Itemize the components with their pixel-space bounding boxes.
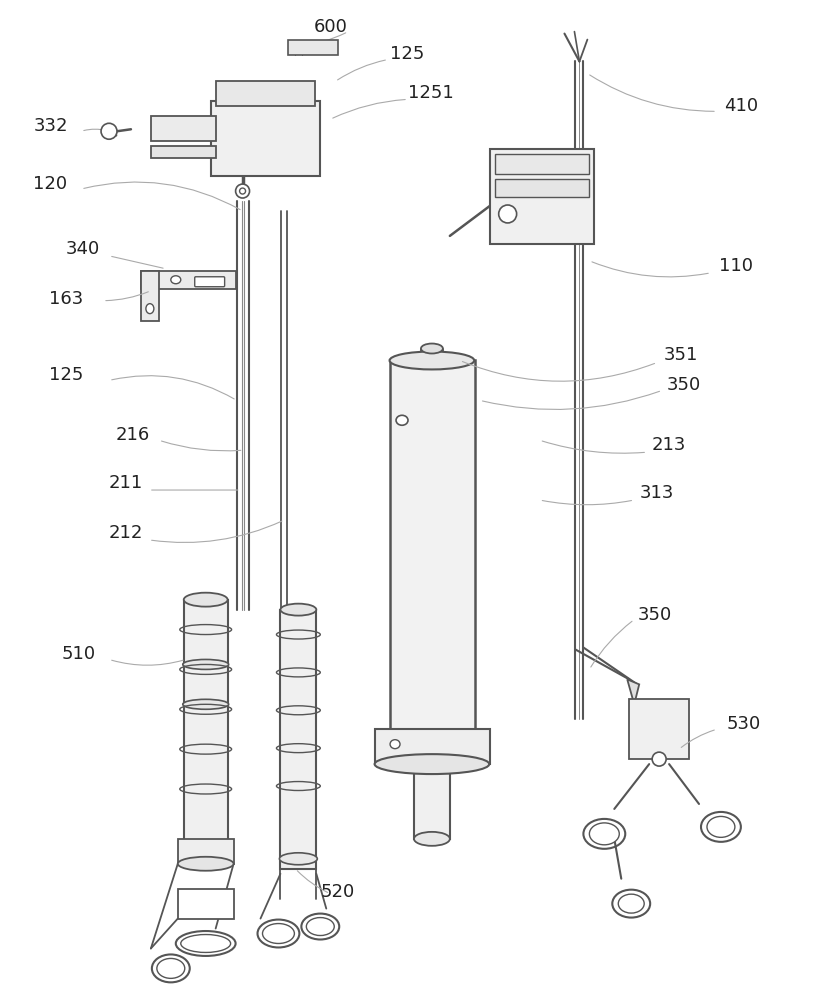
Bar [216, 81, 315, 106]
Text: 600: 600 [314, 18, 347, 36]
FancyBboxPatch shape [194, 277, 225, 287]
Ellipse shape [390, 352, 475, 369]
Ellipse shape [157, 958, 185, 978]
Text: 125: 125 [390, 45, 425, 63]
Ellipse shape [414, 832, 450, 846]
Circle shape [498, 205, 516, 223]
Bar [211, 101, 320, 176]
Bar [375, 729, 489, 764]
Polygon shape [627, 679, 639, 704]
Ellipse shape [390, 740, 400, 749]
Ellipse shape [184, 593, 228, 607]
Bar [280, 610, 316, 869]
Ellipse shape [183, 659, 229, 669]
Bar [288, 40, 338, 55]
Ellipse shape [306, 918, 334, 936]
Bar [151, 146, 216, 158]
Text: 120: 120 [33, 175, 68, 193]
Bar [184, 600, 228, 859]
Ellipse shape [618, 894, 644, 913]
Text: 520: 520 [320, 883, 355, 901]
Text: 216: 216 [116, 426, 150, 444]
Circle shape [101, 123, 117, 139]
Text: 163: 163 [49, 290, 83, 308]
Bar [178, 839, 234, 864]
Ellipse shape [183, 699, 229, 709]
Ellipse shape [178, 857, 234, 871]
Ellipse shape [171, 276, 181, 284]
Text: 110: 110 [719, 257, 753, 275]
Bar [141, 271, 235, 289]
Text: 1251: 1251 [408, 84, 453, 102]
Ellipse shape [262, 924, 294, 943]
Ellipse shape [146, 304, 154, 314]
Text: 212: 212 [109, 524, 144, 542]
Ellipse shape [181, 935, 230, 952]
Bar [141, 271, 158, 321]
Ellipse shape [421, 344, 443, 353]
Ellipse shape [396, 415, 408, 425]
Bar [414, 759, 450, 839]
Text: 510: 510 [61, 645, 96, 663]
Ellipse shape [279, 853, 317, 865]
Text: 313: 313 [639, 484, 673, 502]
Ellipse shape [707, 816, 734, 837]
Bar [489, 149, 594, 244]
Bar [151, 116, 216, 141]
Text: 350: 350 [667, 376, 701, 394]
Text: 410: 410 [724, 97, 758, 115]
Text: 211: 211 [109, 474, 143, 492]
Bar [495, 154, 589, 174]
Circle shape [235, 184, 249, 198]
Text: 350: 350 [637, 606, 672, 624]
Text: 530: 530 [727, 715, 761, 733]
Text: 125: 125 [49, 366, 83, 384]
Text: 351: 351 [664, 346, 699, 364]
Ellipse shape [375, 754, 489, 774]
Ellipse shape [280, 604, 316, 616]
Ellipse shape [589, 823, 619, 845]
Text: 213: 213 [651, 436, 685, 454]
Text: 332: 332 [33, 117, 68, 135]
Bar [390, 360, 475, 759]
Circle shape [652, 752, 666, 766]
Bar [629, 699, 689, 759]
Bar [495, 179, 589, 197]
Text: 340: 340 [66, 240, 100, 258]
Circle shape [239, 188, 246, 194]
Bar [178, 889, 234, 919]
